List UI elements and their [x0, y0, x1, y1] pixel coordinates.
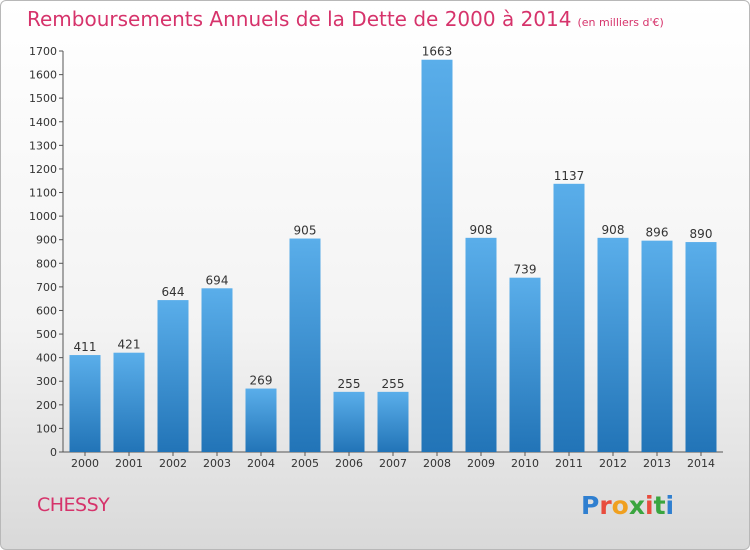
- bar: [113, 352, 145, 452]
- data-label: 255: [382, 377, 405, 391]
- data-label: 908: [602, 223, 625, 237]
- data-label: 905: [294, 224, 317, 238]
- bar: [377, 391, 409, 452]
- y-tick-label: 0: [50, 446, 57, 459]
- x-tick-label: 2003: [203, 457, 231, 470]
- data-label: 694: [206, 273, 229, 287]
- y-tick-label: 600: [36, 304, 57, 317]
- x-tick-label: 2000: [71, 457, 99, 470]
- y-tick-label: 1600: [29, 69, 57, 82]
- data-label: 644: [162, 285, 185, 299]
- bar: [245, 388, 277, 452]
- bar: [333, 391, 365, 452]
- data-label: 1663: [422, 45, 453, 59]
- y-tick-label: 700: [36, 281, 57, 294]
- y-tick-label: 1500: [29, 92, 57, 105]
- x-tick-label: 2004: [247, 457, 275, 470]
- bar: [69, 355, 101, 452]
- x-tick-label: 2014: [687, 457, 715, 470]
- y-tick-label: 200: [36, 399, 57, 412]
- bar: [641, 240, 673, 452]
- logo-letter: r: [599, 491, 612, 520]
- logo-letter: i: [645, 491, 654, 520]
- bar: [289, 238, 321, 452]
- y-tick-label: 1700: [29, 45, 57, 58]
- y-tick-label: 900: [36, 234, 57, 247]
- commune-name: CHESSY: [37, 494, 110, 516]
- logo-letter: x: [628, 491, 645, 520]
- data-label: 908: [470, 223, 493, 237]
- data-label: 255: [338, 377, 361, 391]
- x-tick-label: 2006: [335, 457, 363, 470]
- x-tick-label: 2007: [379, 457, 407, 470]
- chart-unit: (en milliers d'€): [577, 16, 664, 29]
- logo-letter: o: [611, 491, 629, 520]
- logo-letter: i: [665, 491, 675, 520]
- y-tick-label: 1400: [29, 116, 57, 129]
- chart-title-text: Remboursements Annuels de la Dette de 20…: [27, 7, 572, 31]
- y-tick-label: 800: [36, 257, 57, 270]
- y-tick-label: 400: [36, 352, 57, 365]
- bar: [685, 242, 717, 452]
- bar: [553, 183, 585, 452]
- x-tick-label: 2012: [599, 457, 627, 470]
- y-tick-label: 500: [36, 328, 57, 341]
- x-tick-label: 2005: [291, 457, 319, 470]
- y-tick-label: 300: [36, 375, 57, 388]
- data-label: 411: [74, 340, 97, 354]
- proxiti-logo: Proxiti: [581, 491, 674, 520]
- y-tick-label: 1000: [29, 210, 57, 223]
- bar: [201, 288, 233, 452]
- logo-letter: t: [653, 491, 666, 520]
- y-tick-label: 1100: [29, 187, 57, 200]
- x-tick-label: 2009: [467, 457, 495, 470]
- bar: [157, 300, 189, 452]
- x-tick-label: 2001: [115, 457, 143, 470]
- bar: [597, 237, 629, 452]
- data-label: 1137: [554, 169, 585, 183]
- x-tick-label: 2008: [423, 457, 451, 470]
- y-tick-label: 1300: [29, 139, 57, 152]
- data-label: 896: [646, 226, 669, 240]
- x-tick-label: 2002: [159, 457, 187, 470]
- y-tick-label: 1200: [29, 163, 57, 176]
- logo-letter: P: [581, 491, 600, 520]
- x-tick-label: 2010: [511, 457, 539, 470]
- data-label: 421: [118, 338, 141, 352]
- bar: [509, 277, 541, 452]
- bar: [421, 59, 453, 452]
- data-label: 739: [514, 263, 537, 277]
- x-tick-label: 2011: [555, 457, 583, 470]
- data-label: 269: [250, 374, 273, 388]
- y-tick-label: 100: [36, 422, 57, 435]
- chart-title: Remboursements Annuels de la Dette de 20…: [27, 7, 664, 31]
- bar: [465, 237, 497, 452]
- x-tick-label: 2013: [643, 457, 671, 470]
- data-label: 890: [690, 227, 713, 241]
